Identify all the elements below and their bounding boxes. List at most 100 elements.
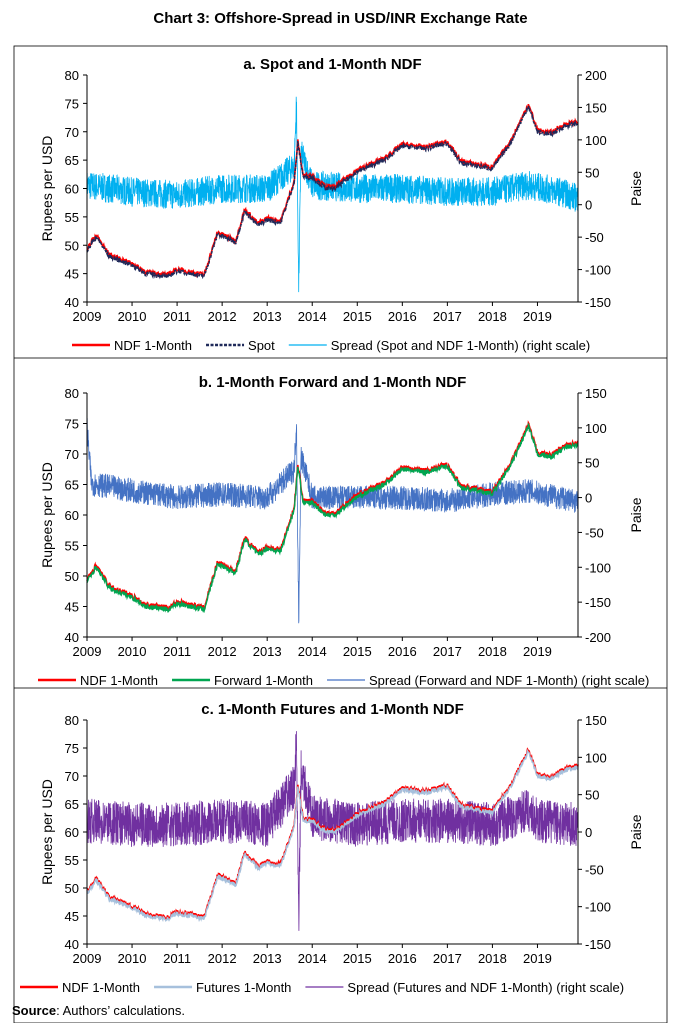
legend-label: Spot (248, 338, 275, 353)
x-tick-label: 2015 (343, 951, 372, 966)
x-tick-label: 2013 (253, 309, 282, 324)
panel-title: a. Spot and 1-Month NDF (243, 56, 421, 73)
x-tick-label: 2016 (388, 644, 417, 659)
series-spread (86, 731, 579, 931)
x-tick-label: 2019 (523, 309, 552, 324)
y2-tick-label: 150 (585, 386, 607, 401)
legend-label: NDF 1-Month (62, 980, 140, 995)
panel-border (13, 358, 668, 688)
x-tick-label: 2010 (118, 644, 147, 659)
y-tick-label: 60 (65, 182, 79, 197)
y-tick-label: 55 (65, 539, 79, 554)
y-axis-label: Rupees per USD (39, 779, 55, 885)
y-tick-label: 60 (65, 508, 79, 523)
y2-axis-label: Paise (628, 171, 644, 206)
x-tick-label: 2009 (73, 951, 102, 966)
y-axis-label: Rupees per USD (39, 136, 55, 242)
y-tick-label: 80 (65, 386, 79, 401)
series-spot (86, 105, 579, 280)
legend-label: Spread (Forward and NDF 1-Month) (right … (369, 673, 649, 688)
y-tick-label: 75 (65, 96, 79, 111)
x-tick-label: 2019 (523, 951, 552, 966)
y2-tick-label: 200 (585, 68, 607, 83)
y-tick-label: 60 (65, 825, 79, 840)
legend-label: Spread (Spot and NDF 1-Month) (right sca… (331, 338, 590, 353)
x-tick-label: 2019 (523, 644, 552, 659)
x-tick-label: 2016 (388, 309, 417, 324)
y-tick-label: 55 (65, 210, 79, 225)
x-tick-label: 2012 (208, 951, 237, 966)
series-spread (86, 418, 579, 624)
y-tick-label: 45 (65, 909, 79, 924)
x-tick-label: 2014 (298, 951, 327, 966)
y2-tick-label: 50 (585, 165, 599, 180)
figure-title: Chart 3: Offshore-Spread in USD/INR Exch… (153, 10, 528, 27)
x-tick-label: 2009 (73, 309, 102, 324)
y-tick-label: 50 (65, 569, 79, 584)
y2-tick-label: -100 (585, 560, 611, 575)
y-tick-label: 70 (65, 769, 79, 784)
y2-tick-label: 100 (585, 133, 607, 148)
series-spread (86, 96, 579, 293)
x-tick-label: 2011 (163, 309, 191, 324)
legend-label: Forward 1-Month (214, 673, 313, 688)
y-tick-label: 75 (65, 741, 79, 756)
y-tick-label: 80 (65, 713, 79, 728)
x-tick-label: 2010 (118, 951, 147, 966)
x-tick-label: 2018 (478, 309, 507, 324)
y-tick-label: 40 (65, 630, 79, 645)
chart-panel-a: a. Spot and 1-Month NDF 40 45 50 55 60 65 70 75 8… (13, 45, 668, 358)
y2-tick-label: 150 (585, 100, 607, 115)
y2-tick-label: 0 (585, 198, 592, 213)
y2-tick-label: -150 (585, 595, 611, 610)
x-tick-label: 2018 (478, 951, 507, 966)
y-tick-label: 45 (65, 600, 79, 615)
y2-tick-label: -50 (585, 862, 604, 877)
y2-tick-label: -150 (585, 937, 611, 952)
y2-tick-label: -50 (585, 525, 604, 540)
y-tick-label: 45 (65, 267, 79, 282)
y-tick-label: 80 (65, 68, 79, 83)
source-text: : Authors’ calculations. (56, 1003, 185, 1018)
x-tick-label: 2013 (253, 951, 282, 966)
y2-tick-label: 100 (585, 750, 607, 765)
y2-tick-label: 100 (585, 421, 607, 436)
y-tick-label: 65 (65, 478, 79, 493)
x-tick-label: 2014 (298, 309, 327, 324)
x-tick-label: 2018 (478, 644, 507, 659)
legend-label: NDF 1-Month (80, 673, 158, 688)
y-tick-label: 50 (65, 881, 79, 896)
y-tick-label: 70 (65, 125, 79, 140)
x-tick-label: 2011 (163, 951, 191, 966)
y2-tick-label: -150 (585, 295, 611, 310)
x-tick-label: 2015 (343, 309, 372, 324)
panel-border (13, 688, 668, 1023)
y2-tick-label: -100 (585, 263, 611, 278)
y2-axis-label: Paise (628, 497, 644, 532)
chart-panel-c: c. 1-Month Futures and 1-Month NDF 40 45 50… (13, 688, 668, 1023)
x-tick-label: 2015 (343, 644, 372, 659)
x-tick-label: 2012 (208, 309, 237, 324)
x-tick-label: 2009 (73, 644, 102, 659)
y2-tick-label: -50 (585, 230, 604, 245)
y-tick-label: 40 (65, 295, 79, 310)
y2-tick-label: -100 (585, 900, 611, 915)
y-tick-label: 75 (65, 417, 79, 432)
x-tick-label: 2017 (433, 951, 462, 966)
x-tick-label: 2017 (433, 644, 462, 659)
y-tick-label: 70 (65, 447, 79, 462)
y2-tick-label: -200 (585, 630, 611, 645)
series-forward-1-month (86, 422, 579, 614)
y2-tick-label: 0 (585, 825, 592, 840)
y2-tick-label: 50 (585, 788, 599, 803)
series-ndf-1-month (86, 420, 579, 612)
y2-tick-label: 50 (585, 456, 599, 471)
panel-border (13, 45, 668, 358)
y-tick-label: 50 (65, 238, 79, 253)
y-tick-label: 65 (65, 153, 79, 168)
x-tick-label: 2016 (388, 951, 417, 966)
panel-title: c. 1-Month Futures and 1-Month NDF (201, 701, 463, 718)
legend-label: Spread (Futures and NDF 1-Month) (right … (347, 980, 624, 995)
y2-tick-label: 150 (585, 713, 607, 728)
